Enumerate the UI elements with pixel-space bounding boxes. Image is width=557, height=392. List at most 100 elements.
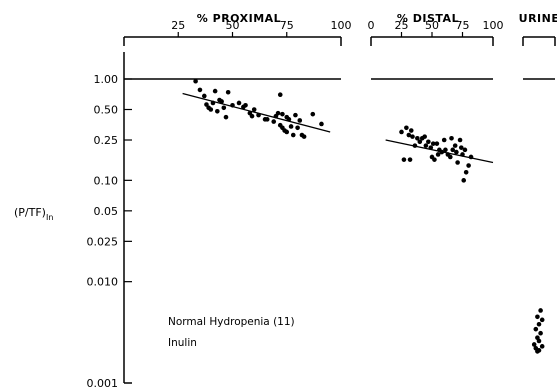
data-point <box>408 128 414 133</box>
data-point <box>535 314 540 320</box>
data-point <box>423 143 429 148</box>
data-point <box>212 88 218 94</box>
data-point <box>410 134 415 139</box>
data-point <box>271 119 277 124</box>
data-point <box>458 145 464 150</box>
x-tick-label: 50 <box>226 19 240 32</box>
x-tick-label: 100 <box>483 19 504 32</box>
data-point <box>432 157 437 162</box>
data-point <box>230 103 235 108</box>
data-point <box>293 112 298 118</box>
x-tick-label: 50 <box>425 19 439 32</box>
y-tick-label: 0.001 <box>87 377 119 390</box>
data-point <box>280 111 285 117</box>
data-point <box>412 143 418 148</box>
panel-proximal: % PROXIMAL 25 50 75 100 <box>123 12 352 46</box>
data-point <box>466 163 471 168</box>
x-tick-label: 100 <box>331 19 352 32</box>
panel-urine: URINE <box>519 12 557 46</box>
data-point <box>236 100 242 106</box>
data-point <box>399 129 404 135</box>
data-point <box>428 145 434 150</box>
y-tick-label: 0.025 <box>87 235 119 248</box>
data-point <box>275 110 281 116</box>
y-axis-label: (P/TF)In <box>14 206 53 222</box>
x-tick-label: 25 <box>395 19 409 32</box>
data-point <box>264 117 270 122</box>
data-point <box>251 107 257 112</box>
data-point <box>538 308 543 313</box>
data-point <box>454 149 459 155</box>
data-point <box>422 134 427 139</box>
regression-line <box>182 92 331 133</box>
panel-urine-title: URINE <box>519 12 557 25</box>
data-point <box>448 154 453 160</box>
data-point <box>201 93 207 99</box>
y-axis-label-subscript: In <box>46 213 53 222</box>
data-point <box>538 330 543 336</box>
panel-distal: % DISTAL 0 25 50 75 100 <box>368 12 504 46</box>
data-point <box>290 132 296 138</box>
data-point <box>193 78 198 84</box>
data-point <box>221 105 227 111</box>
data-point <box>452 143 458 148</box>
y-tick-label: 0.50 <box>94 104 119 117</box>
data-point <box>407 157 413 162</box>
y-tick-label: 0.05 <box>94 205 119 218</box>
data-point <box>468 154 474 160</box>
data-point <box>277 92 283 97</box>
x-tick-label: 75 <box>280 19 294 32</box>
data-point <box>406 132 412 138</box>
data-point <box>460 152 465 157</box>
data-point <box>223 114 229 120</box>
data-point <box>415 135 420 141</box>
data-point <box>450 147 456 153</box>
data-point <box>455 160 460 165</box>
data-point <box>215 109 220 114</box>
annotation-marker: Inulin <box>168 337 197 349</box>
data-point <box>404 125 409 131</box>
data-point <box>461 178 467 183</box>
panel-distal-title: % DISTAL <box>397 12 459 25</box>
data-point <box>204 102 209 107</box>
data-point <box>449 135 454 141</box>
data-point <box>463 170 469 175</box>
data-points <box>193 78 545 354</box>
data-point <box>288 124 294 129</box>
data-point <box>536 338 542 344</box>
data-point <box>297 118 303 123</box>
data-point <box>208 107 214 112</box>
data-point <box>439 149 445 155</box>
data-point <box>457 137 463 143</box>
y-tick-label: 0.010 <box>87 276 119 289</box>
y-tick-label: 0.25 <box>94 134 119 147</box>
data-point <box>301 134 307 139</box>
data-point <box>286 117 292 122</box>
fit-lines <box>182 92 494 164</box>
data-point <box>539 317 545 323</box>
data-point <box>256 112 261 118</box>
data-point <box>219 99 224 104</box>
data-point <box>197 87 203 93</box>
data-point <box>434 141 440 146</box>
data-point <box>462 147 468 153</box>
data-point <box>435 152 441 157</box>
data-point <box>536 321 542 327</box>
data-point <box>430 141 436 146</box>
annotation-condition: Normal Hydropenia (11) <box>168 316 295 328</box>
x-tick-label: 75 <box>456 19 470 32</box>
data-point <box>249 113 255 119</box>
data-point <box>225 89 231 95</box>
y-tick-label: 0.10 <box>94 174 119 187</box>
y-ticks: 1.00 0.50 0.25 0.10 0.05 0.025 0.010 0.001 <box>87 73 132 390</box>
data-point <box>243 103 248 108</box>
data-point <box>535 349 540 354</box>
x-tick-label: 0 <box>368 19 375 32</box>
data-point <box>417 139 423 145</box>
data-point <box>295 125 300 131</box>
data-point <box>284 129 290 135</box>
data-point <box>443 147 448 153</box>
data-point <box>531 342 537 347</box>
data-point <box>310 111 316 117</box>
